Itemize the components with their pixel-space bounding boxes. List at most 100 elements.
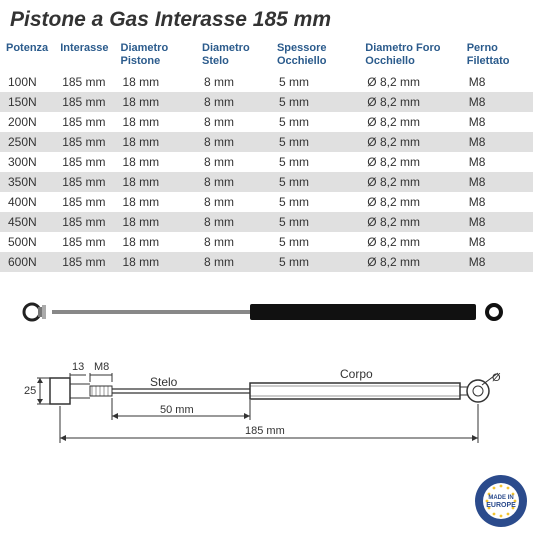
table-cell: M8 <box>461 212 533 232</box>
table-row: 350N185 mm18 mm8 mm5 mmØ 8,2 mmM8 <box>0 172 533 192</box>
table-header-row: Potenza Interasse Diametro Pistone Diame… <box>0 38 533 72</box>
table-cell: 18 mm <box>115 212 197 232</box>
table-cell: M8 <box>461 192 533 212</box>
table-cell: Ø 8,2 mm <box>359 212 460 232</box>
table-cell: 8 mm <box>196 172 271 192</box>
eyelet-left-icon <box>22 302 46 322</box>
table-cell: 18 mm <box>115 72 197 92</box>
table-cell: 5 mm <box>271 252 359 272</box>
table-cell: 8 mm <box>196 92 271 112</box>
table-cell: 100N <box>0 72 54 92</box>
table-cell: M8 <box>461 232 533 252</box>
table-cell: 200N <box>0 112 54 132</box>
table-row: 200N185 mm18 mm8 mm5 mmØ 8,2 mmM8 <box>0 112 533 132</box>
table-cell: 185 mm <box>54 252 114 272</box>
table-cell: 18 mm <box>115 132 197 152</box>
table-cell: 18 mm <box>115 252 197 272</box>
table-cell: 185 mm <box>54 192 114 212</box>
page-title: Pistone a Gas Interasse 185 mm <box>0 0 533 38</box>
table-cell: 18 mm <box>115 232 197 252</box>
table-cell: 8 mm <box>196 212 271 232</box>
dim-stroke: 50 mm <box>160 404 194 416</box>
table-cell: M8 <box>461 72 533 92</box>
label-corpo: Corpo <box>340 367 373 381</box>
table-cell: Ø 8,2 mm <box>359 112 460 132</box>
dim-thickness: 13 <box>72 361 84 373</box>
table-cell: 185 mm <box>54 112 114 132</box>
table-cell: Ø 8,2 mm <box>359 92 460 112</box>
table-cell: 18 mm <box>115 172 197 192</box>
table-cell: 185 mm <box>54 72 114 92</box>
table-cell: 350N <box>0 172 54 192</box>
table-cell: 5 mm <box>271 212 359 232</box>
table-cell: Ø 8,2 mm <box>359 172 460 192</box>
table-cell: 5 mm <box>271 232 359 252</box>
table-cell: 185 mm <box>54 232 114 252</box>
table-cell: Ø 8,2 mm <box>359 192 460 212</box>
table-cell: 185 mm <box>54 212 114 232</box>
made-in-europe-badge: MADE IN EUROPE <box>473 473 529 529</box>
table-cell: 18 mm <box>115 152 197 172</box>
table-cell: 18 mm <box>115 192 197 212</box>
table-cell: Ø 8,2 mm <box>359 152 460 172</box>
table-cell: 600N <box>0 252 54 272</box>
table-cell: 185 mm <box>54 92 114 112</box>
table-cell: Ø 8,2 mm <box>359 252 460 272</box>
col-potenza: Potenza <box>0 38 54 72</box>
table-row: 300N185 mm18 mm8 mm5 mmØ 8,2 mmM8 <box>0 152 533 172</box>
table-cell: 5 mm <box>271 132 359 152</box>
table-cell: M8 <box>461 112 533 132</box>
table-cell: M8 <box>461 172 533 192</box>
dim-height: 25 <box>24 385 36 397</box>
table-row: 600N185 mm18 mm8 mm5 mmØ 8,2 mmM8 <box>0 252 533 272</box>
table-cell: 5 mm <box>271 92 359 112</box>
table-cell: 8 mm <box>196 72 271 92</box>
col-spessore-occhiello: Spessore Occhiello <box>271 38 359 72</box>
table-row: 250N185 mm18 mm8 mm5 mmØ 8,2 mmM8 <box>0 132 533 152</box>
col-interasse: Interasse <box>54 38 114 72</box>
label-stelo: Stelo <box>150 375 178 389</box>
table-cell: 18 mm <box>115 112 197 132</box>
table-cell: 5 mm <box>271 192 359 212</box>
table-cell: Ø 8,2 mm <box>359 132 460 152</box>
table-cell: 5 mm <box>271 152 359 172</box>
table-cell: 300N <box>0 152 54 172</box>
table-cell: M8 <box>461 92 533 112</box>
table-cell: 400N <box>0 192 54 212</box>
spec-table: Potenza Interasse Diametro Pistone Diame… <box>0 38 533 272</box>
table-cell: 8 mm <box>196 112 271 132</box>
dim-total: 185 mm <box>245 425 285 437</box>
table-cell: 5 mm <box>271 72 359 92</box>
table-row: 450N185 mm18 mm8 mm5 mmØ 8,2 mmM8 <box>0 212 533 232</box>
table-cell: 8 mm <box>196 252 271 272</box>
table-row: 500N185 mm18 mm8 mm5 mmØ 8,2 mmM8 <box>0 232 533 252</box>
badge-line1: MADE IN <box>488 495 513 501</box>
table-cell: 5 mm <box>271 112 359 132</box>
dim-thread: M8 <box>94 361 109 373</box>
table-cell: 8 mm <box>196 232 271 252</box>
table-cell: 8 mm <box>196 132 271 152</box>
table-cell: 8 mm <box>196 192 271 212</box>
col-diametro-pistone: Diametro Pistone <box>115 38 197 72</box>
col-diametro-foro: Diametro Foro Occhiello <box>359 38 460 72</box>
technical-diagram: M8 25 13 Stelo Corpo <box>20 348 513 468</box>
eyelet-right-icon <box>484 302 504 322</box>
table-row: 400N185 mm18 mm8 mm5 mmØ 8,2 mmM8 <box>0 192 533 212</box>
product-photo <box>0 276 533 344</box>
table-cell: Ø 8,2 mm <box>359 232 460 252</box>
table-cell: M8 <box>461 152 533 172</box>
table-cell: 5 mm <box>271 172 359 192</box>
badge-line2: EUROPE <box>486 502 516 509</box>
table-cell: 18 mm <box>115 92 197 112</box>
col-perno-filettato: Perno Filettato <box>461 38 533 72</box>
table-cell: Ø 8,2 mm <box>359 72 460 92</box>
table-cell: 185 mm <box>54 152 114 172</box>
table-cell: 185 mm <box>54 132 114 152</box>
table-cell: 8 mm <box>196 152 271 172</box>
table-cell: M8 <box>461 132 533 152</box>
table-cell: 450N <box>0 212 54 232</box>
table-row: 150N185 mm18 mm8 mm5 mmØ 8,2 mmM8 <box>0 92 533 112</box>
table-cell: 150N <box>0 92 54 112</box>
col-diametro-stelo: Diametro Stelo <box>196 38 271 72</box>
table-cell: 250N <box>0 132 54 152</box>
